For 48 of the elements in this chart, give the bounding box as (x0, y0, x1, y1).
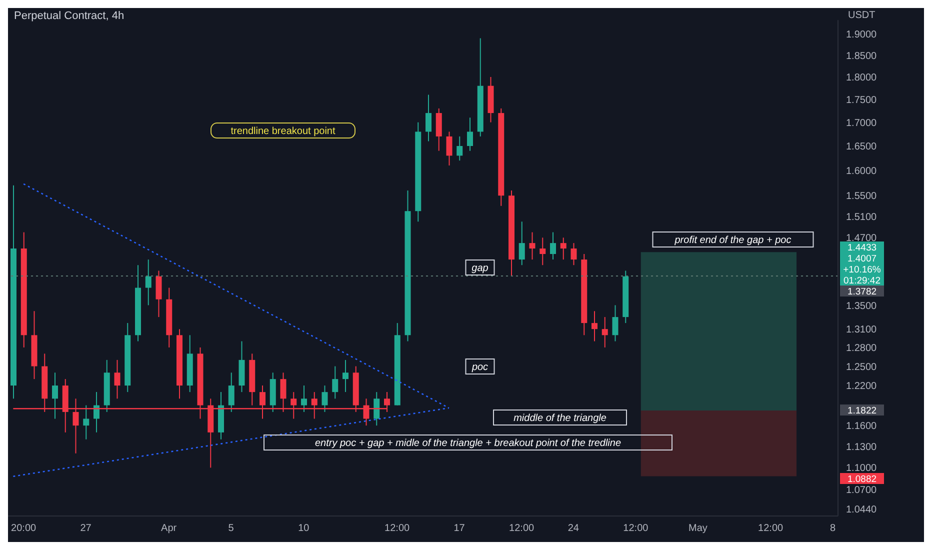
annotation: entry poc + gap + midle of the triangle + breakout point of the tredline (314, 438, 622, 449)
x-tick-label: 12:00 (758, 523, 784, 534)
x-tick-label: 8 (830, 523, 836, 534)
annotation: poc (470, 362, 488, 373)
y-axis-title: USDT (848, 10, 876, 21)
text: 1.1822 (847, 405, 877, 416)
y-tick-label: 1.7000 (846, 118, 878, 129)
annotation: profit end of the gap + poc (674, 235, 792, 246)
y-tick-label: 1.6500 (846, 142, 878, 153)
text: 1.4433 (847, 242, 877, 254)
text: 01:29:42 (844, 275, 880, 286)
x-tick-label: 17 (454, 523, 466, 534)
x-tick-label: May (688, 523, 708, 534)
x-tick-label: 12:00 (623, 523, 649, 534)
y-tick-label: 1.5500 (846, 191, 878, 202)
x-tick-label: 12:00 (384, 523, 410, 534)
y-tick-label: 1.3500 (846, 300, 878, 312)
y-tick-label: 1.2500 (846, 362, 878, 373)
y-tick-label: 1.1300 (846, 442, 878, 453)
annotation: middle of the triangle (514, 413, 607, 424)
x-tick-label: 10 (298, 523, 310, 534)
y-tick-label: 1.8500 (846, 50, 878, 62)
x-tick-label: 20:00 (11, 523, 37, 534)
y-tick-label: 1.8000 (846, 72, 878, 84)
y-tick-label: 1.0440 (846, 504, 878, 516)
annotation: trendline breakout point (230, 126, 336, 137)
y-tick-label: 1.0700 (846, 485, 878, 496)
y-tick-label: 1.2200 (846, 381, 878, 392)
y-tick-label: 1.2800 (846, 342, 878, 354)
x-tick-label: 24 (568, 523, 580, 534)
y-tick-label: 1.5100 (846, 212, 878, 223)
x-tick-label: 5 (228, 523, 234, 534)
chart-title: Perpetual Contract, 4h (14, 10, 124, 22)
y-tick-label: 1.1000 (846, 463, 878, 474)
y-tick-label: 1.6000 (846, 166, 878, 177)
y-tick-label: 1.1600 (846, 421, 878, 432)
text: 1.3782 (847, 286, 877, 298)
text: 1.0882 (847, 474, 877, 485)
y-tick-label: 1.7500 (846, 94, 878, 106)
text: 1.4007 (847, 253, 877, 264)
text: +10.16% (843, 264, 882, 276)
y-tick-label: 1.9000 (846, 30, 878, 41)
y-tick-label: 1.3100 (846, 324, 878, 336)
x-tick-label: Apr (161, 523, 178, 534)
x-tick-label: 27 (80, 523, 92, 534)
y-tick-label: 1.4700 (846, 233, 878, 244)
annotation: gap (472, 263, 489, 274)
x-tick-label: 12:00 (509, 523, 535, 534)
